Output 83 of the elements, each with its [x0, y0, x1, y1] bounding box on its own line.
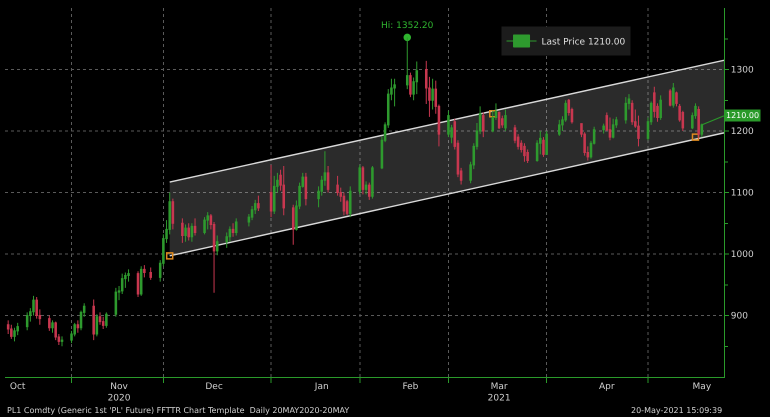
x-tick-label: Jan [314, 382, 329, 392]
candlestick [172, 198, 174, 230]
candlestick [216, 235, 218, 256]
candlestick [140, 266, 142, 296]
candlestick [431, 78, 434, 110]
candlestick [653, 86, 656, 118]
candlestick [60, 336, 64, 347]
candlestick [51, 320, 54, 334]
candlestick [149, 267, 152, 280]
candlestick [257, 195, 260, 212]
text: PL1 Comdty (Generic 1st 'PL' Future) FFTTR Chart Template Daily 20MAY2020-20MAY [7, 406, 350, 415]
x-tick-label: Feb [402, 382, 419, 392]
candlestick [612, 118, 614, 139]
candlestick [523, 142, 526, 162]
y-tick-label: 1200 [730, 127, 754, 138]
x-tick-label: Nov 2020 [108, 382, 131, 404]
x-tick-label: Apr [599, 382, 615, 392]
candlestick [48, 315, 51, 332]
candlestick [181, 218, 184, 244]
text: 20-May-2021 15:09:39 [631, 406, 722, 415]
candlestick [232, 222, 234, 238]
candlestick [409, 72, 412, 98]
candlestick [326, 166, 330, 193]
x-tick-label: Dec [205, 382, 223, 392]
candlestick [13, 327, 16, 342]
candlestick [136, 270, 140, 298]
candlestick [501, 115, 504, 128]
candlestick [234, 218, 238, 236]
candlestick [602, 123, 605, 134]
candlestick [98, 312, 102, 326]
candlestick [143, 264, 146, 278]
y-tick-label: 900 [730, 312, 748, 322]
candlestick [92, 299, 95, 341]
candlestick [558, 119, 561, 136]
candlestick [96, 314, 98, 337]
candlestick [184, 224, 187, 242]
candlestick [672, 82, 675, 108]
y-tick-label: 1000 [730, 250, 754, 260]
candlestick [304, 172, 308, 206]
y-tick-label: 1300 [730, 66, 754, 76]
x-tick-label: Mar 2021 [488, 382, 511, 404]
point [692, 133, 700, 141]
candlestick [364, 180, 368, 195]
point [489, 110, 497, 118]
candlestick [114, 287, 118, 318]
candlestick [105, 312, 108, 328]
y-tick-label: 1100 [730, 188, 754, 199]
candlestick [393, 78, 396, 107]
candlestick [187, 222, 190, 241]
annotation: Hi: 1352.20 [381, 21, 434, 31]
candlestick [26, 312, 28, 331]
candlestick [358, 164, 362, 195]
candlestick [608, 116, 612, 141]
candlestick [292, 204, 295, 246]
candlestick [504, 108, 507, 132]
candlestick [630, 100, 634, 126]
candlestick [10, 324, 13, 340]
point [166, 252, 174, 260]
annotation: 1210.00 [726, 111, 760, 120]
candlestick [272, 175, 276, 215]
candlestick [624, 96, 628, 124]
candlestick [54, 321, 57, 341]
x-tick-label: May [692, 382, 712, 392]
candlestick [348, 186, 352, 218]
candlestick [194, 218, 196, 236]
candlestick [659, 94, 662, 120]
legend-label: Last Price 1210.00 [542, 37, 626, 48]
candlestick [406, 36, 409, 90]
candlestick [542, 136, 545, 158]
candlestick [76, 320, 80, 334]
candlestick [482, 112, 485, 138]
x-tick-label: Oct [10, 382, 26, 392]
candlestick [371, 166, 374, 200]
candlestick [697, 106, 700, 139]
candlestick [498, 110, 500, 130]
candlestick [362, 166, 364, 195]
candlestick [368, 182, 371, 200]
candlestick [270, 164, 272, 218]
candlestick [668, 88, 672, 107]
candlestick [190, 222, 194, 242]
candlestick [545, 130, 548, 155]
candlestick [282, 166, 286, 216]
candlestick [102, 316, 104, 330]
